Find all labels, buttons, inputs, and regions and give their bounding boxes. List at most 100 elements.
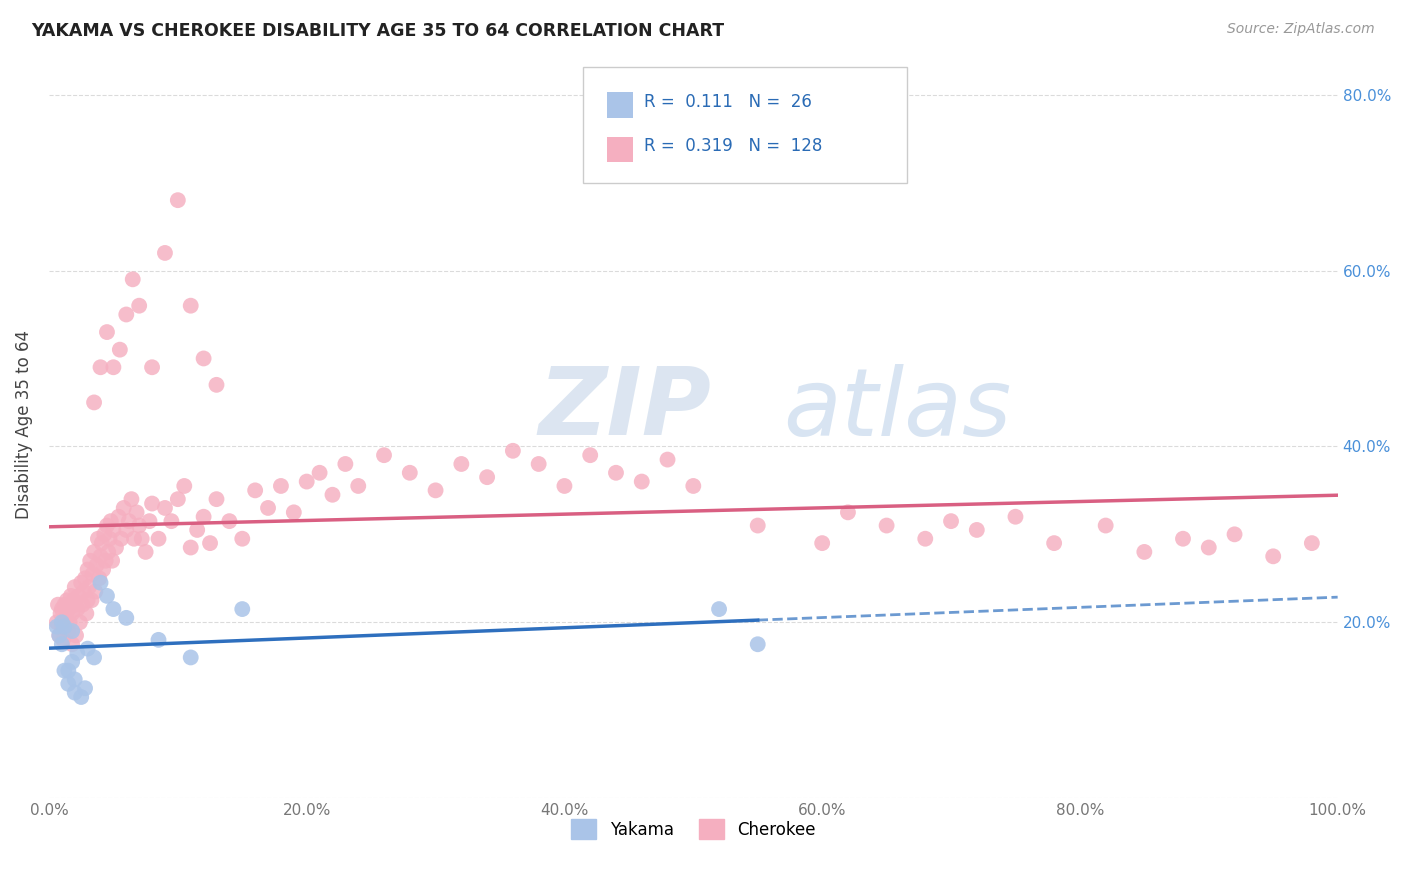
Point bbox=[69, 615, 91, 630]
Point bbox=[60, 655, 83, 669]
Point bbox=[110, 532, 132, 546]
Point bbox=[45, 620, 67, 634]
Point bbox=[83, 650, 105, 665]
Point bbox=[60, 637, 83, 651]
Point bbox=[89, 360, 111, 375]
Point bbox=[55, 611, 77, 625]
Point bbox=[335, 457, 357, 471]
Point bbox=[87, 532, 110, 546]
Point bbox=[1198, 541, 1220, 555]
Point bbox=[46, 598, 69, 612]
Point bbox=[180, 650, 202, 665]
Point bbox=[60, 624, 83, 638]
Point bbox=[347, 479, 370, 493]
Point bbox=[89, 571, 111, 585]
Point bbox=[53, 620, 76, 634]
Point bbox=[80, 593, 103, 607]
Point bbox=[148, 632, 170, 647]
Text: R =  0.319   N =  128: R = 0.319 N = 128 bbox=[644, 137, 823, 155]
Point bbox=[115, 523, 138, 537]
Point bbox=[141, 497, 163, 511]
Point bbox=[1133, 545, 1156, 559]
Point bbox=[62, 593, 84, 607]
Text: YAKAMA VS CHEROKEE DISABILITY AGE 35 TO 64 CORRELATION CHART: YAKAMA VS CHEROKEE DISABILITY AGE 35 TO … bbox=[31, 22, 724, 40]
Point bbox=[100, 514, 122, 528]
Point bbox=[84, 584, 107, 599]
Point bbox=[128, 518, 150, 533]
Point bbox=[837, 505, 859, 519]
Point bbox=[398, 466, 420, 480]
Point bbox=[218, 514, 240, 528]
Point bbox=[914, 532, 936, 546]
Point bbox=[180, 299, 202, 313]
Point bbox=[122, 532, 145, 546]
Point bbox=[90, 536, 112, 550]
Point bbox=[1223, 527, 1246, 541]
Point bbox=[131, 532, 153, 546]
Point bbox=[321, 488, 343, 502]
Point bbox=[103, 360, 125, 375]
Point bbox=[1094, 518, 1116, 533]
Point bbox=[66, 646, 89, 660]
Point bbox=[89, 549, 111, 564]
Point bbox=[553, 479, 575, 493]
Point bbox=[96, 589, 118, 603]
Point bbox=[502, 443, 524, 458]
Point bbox=[148, 532, 170, 546]
Point bbox=[1263, 549, 1285, 564]
Point bbox=[243, 483, 266, 498]
Point bbox=[53, 598, 76, 612]
Text: R =  0.111   N =  26: R = 0.111 N = 26 bbox=[644, 93, 811, 111]
Point bbox=[118, 514, 141, 528]
Point bbox=[66, 602, 89, 616]
Point bbox=[231, 602, 253, 616]
Point bbox=[657, 452, 679, 467]
Point bbox=[56, 593, 79, 607]
Point bbox=[186, 523, 208, 537]
Point bbox=[103, 602, 125, 616]
Point bbox=[63, 673, 86, 687]
Point bbox=[58, 615, 80, 630]
Point bbox=[65, 628, 87, 642]
Point bbox=[120, 492, 142, 507]
Point bbox=[48, 628, 70, 642]
Point bbox=[51, 615, 73, 630]
Point bbox=[83, 395, 105, 409]
Point bbox=[115, 308, 138, 322]
Point bbox=[51, 637, 73, 651]
Point bbox=[153, 246, 176, 260]
Point bbox=[135, 545, 157, 559]
Point bbox=[94, 554, 117, 568]
Point bbox=[128, 299, 150, 313]
Point bbox=[70, 575, 93, 590]
Point bbox=[63, 685, 86, 699]
Point bbox=[82, 566, 104, 581]
Point bbox=[747, 637, 769, 651]
Point bbox=[295, 475, 318, 489]
Point bbox=[205, 492, 228, 507]
Point bbox=[231, 532, 253, 546]
Point bbox=[70, 690, 93, 704]
Point bbox=[193, 509, 215, 524]
Point bbox=[91, 562, 114, 576]
Point bbox=[58, 677, 80, 691]
Point bbox=[682, 479, 704, 493]
Point bbox=[103, 523, 125, 537]
Point bbox=[138, 514, 160, 528]
Point bbox=[58, 624, 80, 638]
Point bbox=[180, 541, 202, 555]
Point bbox=[51, 602, 73, 616]
Point bbox=[257, 500, 280, 515]
Point bbox=[63, 580, 86, 594]
Text: ZIP: ZIP bbox=[538, 363, 711, 456]
Point bbox=[98, 532, 121, 546]
Point bbox=[1171, 532, 1194, 546]
Point bbox=[373, 448, 395, 462]
Point bbox=[73, 584, 96, 599]
Point bbox=[939, 514, 962, 528]
Point bbox=[60, 607, 83, 621]
Point bbox=[83, 545, 105, 559]
Point bbox=[270, 479, 292, 493]
Point bbox=[876, 518, 898, 533]
Point bbox=[579, 448, 602, 462]
